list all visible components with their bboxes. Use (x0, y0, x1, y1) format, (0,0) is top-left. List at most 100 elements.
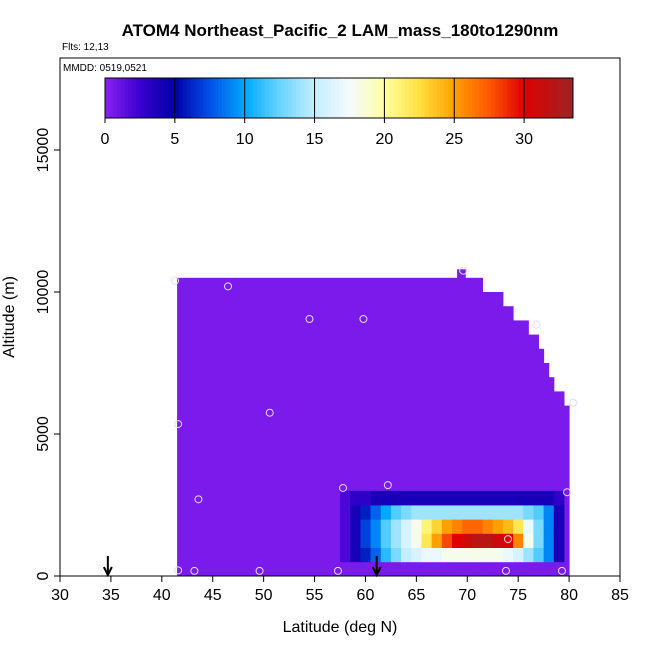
colorbar-swatch (268, 78, 274, 118)
profile-cell (528, 334, 540, 576)
heat-cell (401, 547, 412, 563)
heat-cell (523, 490, 534, 506)
colorbar-swatch (253, 78, 258, 118)
colorbar-swatch (323, 78, 328, 118)
x-tick-label: 85 (611, 587, 629, 604)
colorbar-swatch (506, 78, 512, 118)
colorbar-swatch (120, 78, 125, 118)
colorbar-swatch (214, 78, 219, 118)
heat-cell (360, 505, 371, 520)
sample-point (383, 481, 392, 490)
heat-cell (513, 490, 524, 506)
y-tick-label: 15000 (35, 128, 52, 173)
colorbar-swatch (222, 78, 227, 118)
heat-cell (502, 505, 514, 520)
heat-cell (340, 547, 351, 563)
colorbar-swatch (448, 78, 453, 118)
heat-cell (523, 533, 534, 549)
heat-cell (472, 519, 483, 534)
colorbar-tick-label: 5 (170, 131, 179, 148)
colorbar-swatch (366, 78, 371, 118)
colorbar-swatch (358, 78, 363, 118)
colorbar-swatch (296, 78, 301, 118)
sample-point (563, 488, 572, 497)
x-axis-label: Latitude (deg N) (283, 619, 398, 636)
heat-cell (360, 533, 371, 549)
heat-cell (482, 547, 494, 563)
colorbar-tick-label: 15 (306, 131, 324, 148)
heat-cell (421, 490, 433, 506)
x-tick-label: 45 (204, 587, 222, 604)
colorbar-swatch (331, 78, 336, 118)
colorbar-swatch (136, 78, 141, 118)
colorbar-swatch (569, 78, 574, 118)
heat-cell (380, 533, 392, 549)
colorbar-swatch (463, 78, 469, 118)
colorbar-swatch (553, 78, 558, 118)
heat-cell (523, 547, 534, 563)
heat-cell (543, 519, 555, 534)
colorbar-swatch (167, 78, 172, 118)
colorbar-swatch (362, 78, 367, 118)
colorbar-swatch (280, 78, 285, 118)
colorbar-swatch (272, 78, 278, 118)
colorbar-swatch (183, 78, 188, 118)
y-tick-label: 5000 (35, 416, 52, 452)
colorbar-swatch (436, 78, 441, 118)
heat-cell (441, 490, 453, 506)
colorbar-swatch (475, 78, 480, 118)
colorbar-swatch (303, 78, 309, 118)
colorbar-swatch (241, 78, 246, 118)
profile-cell (564, 405, 570, 576)
colorbar-swatch (179, 78, 184, 118)
colorbar-swatch (264, 78, 270, 118)
heat-cell (370, 547, 382, 563)
heat-cell (462, 547, 473, 563)
heat-cell (543, 490, 555, 506)
colorbar-swatch (389, 78, 395, 118)
y-tick-label: 10000 (35, 270, 52, 315)
colorbar-swatch (432, 78, 437, 118)
x-tick-label: 65 (407, 587, 425, 604)
x-tick-label: 35 (102, 587, 120, 604)
colorbar-swatch (549, 78, 554, 118)
colorbar-swatch (257, 78, 262, 118)
heat-cell (340, 505, 351, 520)
colorbar-swatch (198, 78, 203, 118)
profile-cell (457, 269, 466, 576)
heat-cell (543, 505, 555, 520)
sample-point (224, 282, 232, 291)
heat-cell (462, 505, 473, 520)
chart-title: ATOM4 Northeast_Pacific_2 LAM_mass_180to… (122, 21, 559, 40)
sample-point (339, 483, 348, 492)
heat-cell (533, 505, 545, 520)
colorbar-swatch (526, 78, 531, 118)
colorbar-swatch (140, 78, 145, 118)
heat-cell (401, 490, 412, 506)
heat-cell (411, 533, 422, 549)
heat-cell (350, 490, 361, 506)
colorbar-swatch (132, 78, 137, 118)
colorbar-swatch (471, 78, 476, 118)
sample-point (532, 320, 541, 329)
colorbar-swatch (565, 78, 570, 118)
heat-cell (462, 490, 473, 506)
colorbar-swatch (479, 78, 484, 118)
heat-cell (492, 547, 504, 563)
colorbar-swatch (327, 78, 332, 118)
colorbar-swatch (116, 78, 122, 118)
heat-cell (350, 547, 361, 563)
heat-cell (482, 533, 494, 549)
sample-point (190, 566, 199, 575)
heat-cell (390, 505, 402, 520)
x-tick-label: 75 (509, 587, 527, 604)
heat-cell (390, 490, 402, 506)
colorbar-swatch (561, 78, 566, 118)
colorbar-swatch (319, 78, 324, 118)
colorbar-swatch (378, 78, 383, 118)
colorbar-swatch (370, 78, 375, 118)
x-tick-label: 30 (51, 587, 69, 604)
heat-cell (431, 519, 443, 534)
colorbar-swatch (261, 78, 266, 118)
colorbar-swatch (210, 78, 215, 118)
